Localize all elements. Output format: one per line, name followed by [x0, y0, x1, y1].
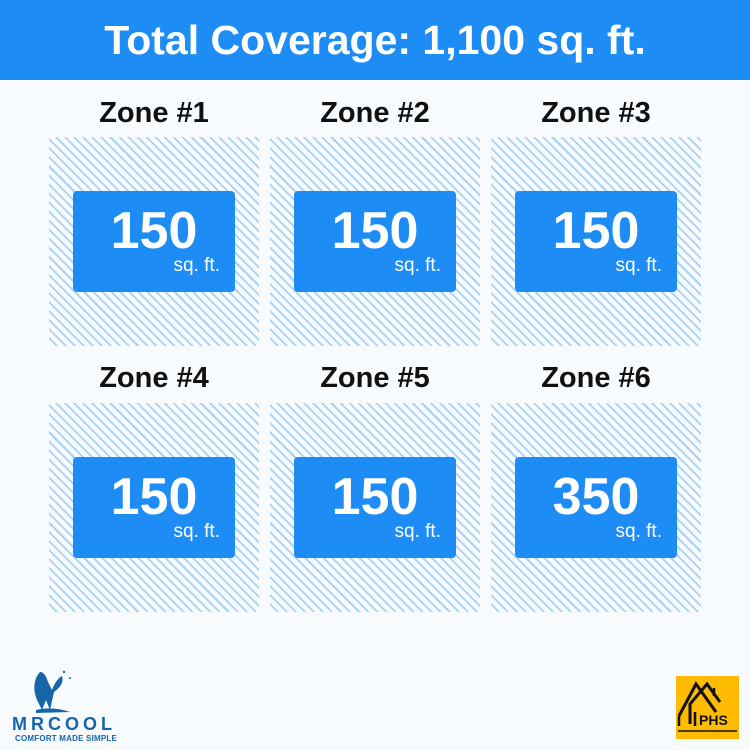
- zone-area: 150 sq. ft.: [270, 403, 480, 612]
- polar-bear-icon: MRCOOL: [12, 670, 112, 734]
- house-icon: PHS: [677, 681, 737, 732]
- zone-area: 150 sq. ft.: [49, 403, 259, 612]
- zone-coverage-unit: sq. ft.: [173, 255, 220, 276]
- zone-coverage-card: 150 sq. ft.: [294, 457, 456, 558]
- zone-coverage-value: 150: [552, 202, 640, 260]
- zone-coverage-value: 350: [552, 468, 640, 526]
- mrcool-logo: MRCOOL COMFORT MADE SIMPLE: [6, 664, 126, 746]
- zone-title: Zone #3: [541, 97, 651, 129]
- zone-coverage-unit: sq. ft.: [615, 255, 662, 276]
- zone-area: 350 sq. ft.: [491, 403, 701, 612]
- phs-logo: PHS: [676, 676, 739, 739]
- zone-coverage-card: 150 sq. ft.: [294, 191, 456, 292]
- mrcool-tagline: COMFORT MADE SIMPLE: [14, 734, 118, 743]
- zone-title: Zone #4: [99, 362, 209, 394]
- zone-coverage-unit: sq. ft.: [173, 521, 220, 542]
- zone-coverage-card: 150 sq. ft.: [73, 191, 235, 292]
- zone-coverage-value: 150: [331, 202, 419, 260]
- zone-title: Zone #6: [541, 362, 651, 394]
- zone-coverage-value: 150: [110, 468, 198, 526]
- zone-area: 150 sq. ft.: [491, 137, 701, 346]
- zone-title: Zone #1: [99, 97, 209, 129]
- zone-coverage-card: 150 sq. ft.: [73, 457, 235, 558]
- zone-title: Zone #5: [320, 362, 430, 394]
- zone-area: 150 sq. ft.: [49, 137, 259, 346]
- zone-area: 150 sq. ft.: [270, 137, 480, 346]
- zone-coverage-card: 350 sq. ft.: [515, 457, 677, 558]
- page-title: Total Coverage: 1,100 sq. ft.: [104, 16, 646, 63]
- zone-coverage-value: 150: [110, 202, 198, 260]
- zone-coverage-value: 150: [331, 468, 419, 526]
- phs-wordmark: PHS: [699, 712, 728, 728]
- mrcool-wordmark: MRCOOL: [12, 714, 112, 734]
- zone-coverage-card: 150 sq. ft.: [515, 191, 677, 292]
- total-coverage-banner: Total Coverage: 1,100 sq. ft.: [0, 0, 750, 80]
- zone-coverage-unit: sq. ft.: [394, 255, 441, 276]
- zone-coverage-unit: sq. ft.: [394, 521, 441, 542]
- zone-coverage-unit: sq. ft.: [615, 521, 662, 542]
- zone-title: Zone #2: [320, 97, 430, 129]
